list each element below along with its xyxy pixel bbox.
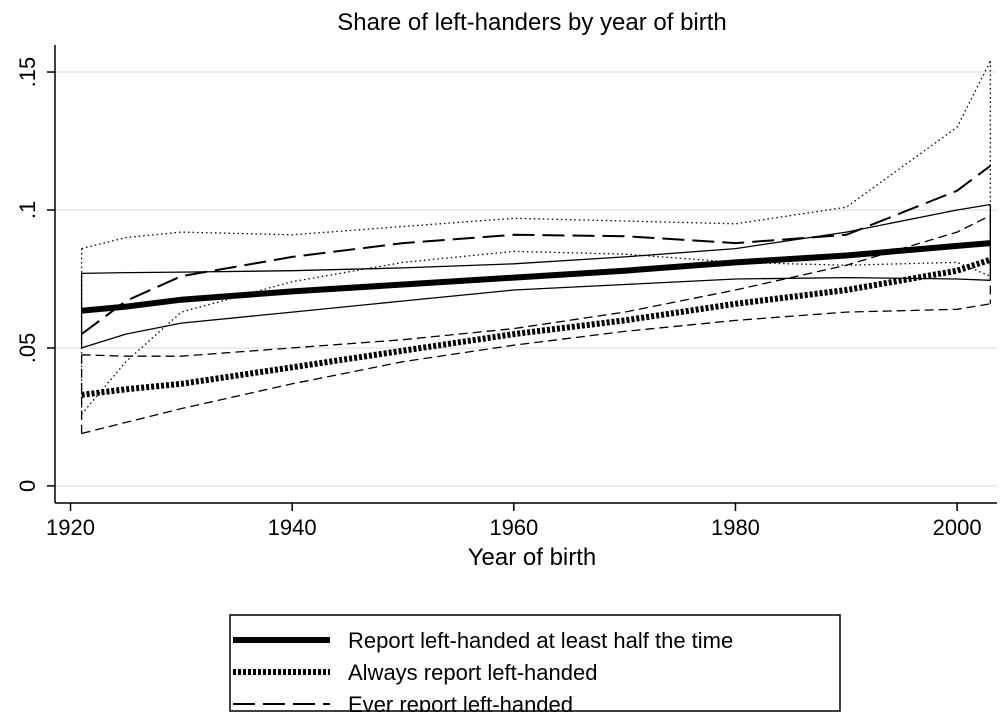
x-tick-label: 1940 <box>268 515 317 540</box>
x-tick-label: 1980 <box>711 515 760 540</box>
y-tick-label: .15 <box>15 57 40 88</box>
series-line <box>81 240 991 314</box>
y-tick-label: .1 <box>15 201 40 219</box>
legend-label: Always report left-handed <box>348 660 597 685</box>
ci-lower <box>81 303 991 435</box>
legend-label: Report left-handed at least half the tim… <box>348 628 733 653</box>
legend-label: Ever report left-handed <box>348 692 573 712</box>
ci-upper <box>81 60 991 250</box>
ci-lower <box>81 250 991 415</box>
x-tick-label: 1920 <box>46 515 95 540</box>
series-line <box>81 164 991 335</box>
ci-lower <box>81 276 991 349</box>
y-tick-label: 0 <box>15 480 40 492</box>
series-line <box>81 256 992 398</box>
x-tick-label: 2000 <box>933 515 982 540</box>
legend-box <box>229 614 841 712</box>
y-tick-label: .05 <box>15 333 40 364</box>
chart-title: Share of left-handers by year of birth <box>337 9 727 36</box>
x-tick-label: 1960 <box>489 515 538 540</box>
x-axis-label: Year of birth <box>468 544 597 571</box>
ci-upper <box>81 203 991 275</box>
